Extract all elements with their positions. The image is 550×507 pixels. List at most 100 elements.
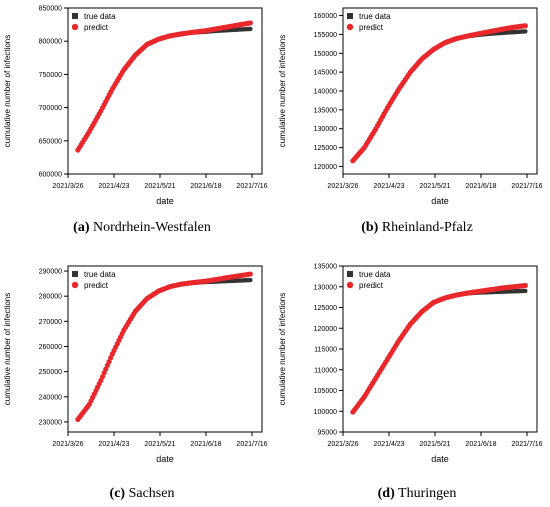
y-tick-label: 135000 (314, 264, 337, 271)
y-tick-label: 105000 (314, 388, 337, 395)
y-tick-label: 750000 (39, 72, 62, 79)
y-tick-label: 125000 (314, 145, 337, 152)
chart-panel-d: 2021/3/26 2021/4/23 2021/5/21 2021/6/18 2021… (278, 264, 543, 465)
y-tick-label: 250000 (39, 369, 62, 376)
x-tick-label: 2021/5/21 (144, 183, 175, 190)
y-tick-label: 290000 (39, 269, 62, 276)
data-point (523, 288, 528, 294)
caption-letter: (b) (361, 220, 379, 235)
plot-frame (67, 265, 263, 433)
caption-name: Rheinland-Pfalz (381, 220, 473, 235)
y-tick-label: 130000 (314, 284, 337, 291)
x-tick-label: 2021/3/26 (327, 441, 358, 448)
y-tick-label: 240000 (39, 394, 62, 401)
series-predict (350, 282, 528, 415)
legend-marker-predict (71, 23, 79, 31)
x-tick-label: 2021/4/23 (98, 441, 129, 448)
x-tick-label: 2021/3/26 (327, 183, 358, 190)
y-tick-label: 800000 (39, 39, 62, 46)
y-tick-label: 155000 (314, 32, 337, 39)
series-true-data (75, 277, 253, 422)
legend-label: true data (84, 12, 116, 21)
legend-marker-true-data (347, 13, 353, 19)
x-tick-label: 2021/7/16 (236, 441, 267, 448)
x-tick-label: 2021/4/23 (373, 183, 404, 190)
x-axis-label: date (431, 454, 449, 464)
legend-marker-true-data (72, 13, 78, 19)
caption-letter: (c) (109, 486, 126, 501)
y-tick-label: 100000 (314, 409, 337, 416)
chart-panel-b: 2021/3/26 2021/4/23 2021/5/21 2021/6/18 2021… (278, 7, 543, 206)
y-tick-label: 270000 (39, 319, 62, 326)
chart-panel-a: 2021/3/26 2021/4/23 2021/5/21 2021/6/18 2021… (3, 6, 268, 207)
legend-marker-predict (71, 281, 79, 289)
legend: true data predict (71, 12, 116, 32)
caption-name: Nordrhein-Westfalen (93, 220, 211, 235)
y-tick-label: 700000 (39, 105, 62, 112)
x-tick-label: 2021/6/18 (190, 183, 221, 190)
x-tick-label: 2021/3/26 (52, 183, 83, 190)
series-predict (75, 271, 253, 423)
x-tick-label: 2021/6/18 (465, 441, 496, 448)
y-tick-label: 145000 (314, 70, 337, 77)
series-true-data (75, 26, 253, 153)
x-tick-label: 2021/5/21 (419, 441, 450, 448)
series-true-data (350, 288, 528, 415)
y-tick-label: 130000 (314, 126, 337, 133)
data-point (247, 271, 253, 277)
series-predict (75, 20, 253, 153)
y-axis-label: cumulative number of infections (3, 35, 12, 148)
chart-panel-c: 2021/3/26 2021/4/23 2021/5/21 2021/6/18 2021… (3, 265, 268, 464)
legend: true data predict (71, 270, 116, 290)
caption-d: (d) Thuringen (287, 486, 547, 502)
legend-label: true data (359, 270, 391, 279)
y-tick-label: 260000 (39, 344, 62, 351)
caption-name: Thuringen (398, 486, 457, 501)
y-tick-label: 120000 (314, 326, 337, 333)
y-tick-label: 850000 (39, 6, 62, 13)
legend-marker-predict (346, 23, 354, 31)
y-tick-label: 280000 (39, 294, 62, 301)
plot-frame (67, 7, 263, 175)
data-point (248, 277, 253, 283)
x-tick-label: 2021/7/16 (236, 183, 267, 190)
y-tick-label: 600000 (39, 172, 62, 179)
legend-label: predict (359, 23, 384, 32)
x-tick-label: 2021/4/23 (98, 183, 129, 190)
data-point (522, 282, 528, 289)
y-tick-label: 135000 (314, 107, 337, 114)
data-point (247, 20, 253, 26)
data-point (248, 26, 253, 32)
y-tick-label: 110000 (314, 367, 337, 374)
x-axis-label: date (156, 196, 174, 206)
y-tick-label: 120000 (314, 164, 337, 171)
series-predict (350, 23, 528, 164)
x-tick-label: 2021/4/23 (373, 441, 404, 448)
y-tick-label: 140000 (314, 89, 337, 96)
y-tick-label: 115000 (314, 347, 337, 354)
x-tick-label: 2021/7/16 (511, 441, 542, 448)
series-true-data (350, 29, 528, 163)
legend-label: true data (359, 12, 391, 21)
data-point (523, 29, 528, 34)
legend: true data predict (346, 12, 391, 32)
data-point (522, 23, 528, 29)
caption-name: Sachsen (128, 486, 175, 501)
legend-marker-true-data (347, 271, 353, 277)
x-tick-label: 2021/6/18 (190, 441, 221, 448)
x-tick-label: 2021/5/21 (419, 183, 450, 190)
y-axis-label: cumulative number of infections (278, 35, 287, 148)
x-tick-label: 2021/5/21 (144, 441, 175, 448)
legend-label: true data (84, 270, 116, 279)
caption-letter: (d) (377, 486, 395, 501)
caption-c: (c) Sachsen (12, 486, 272, 502)
y-tick-label: 650000 (39, 138, 62, 145)
legend-label: predict (84, 23, 109, 32)
y-tick-label: 125000 (314, 305, 337, 312)
legend-marker-predict (346, 281, 354, 289)
x-tick-label: 2021/6/18 (465, 183, 496, 190)
caption-b: (b) Rheinland-Pfalz (287, 220, 547, 236)
y-axis-label: cumulative number of infections (3, 293, 12, 406)
caption-letter: (a) (73, 220, 90, 235)
